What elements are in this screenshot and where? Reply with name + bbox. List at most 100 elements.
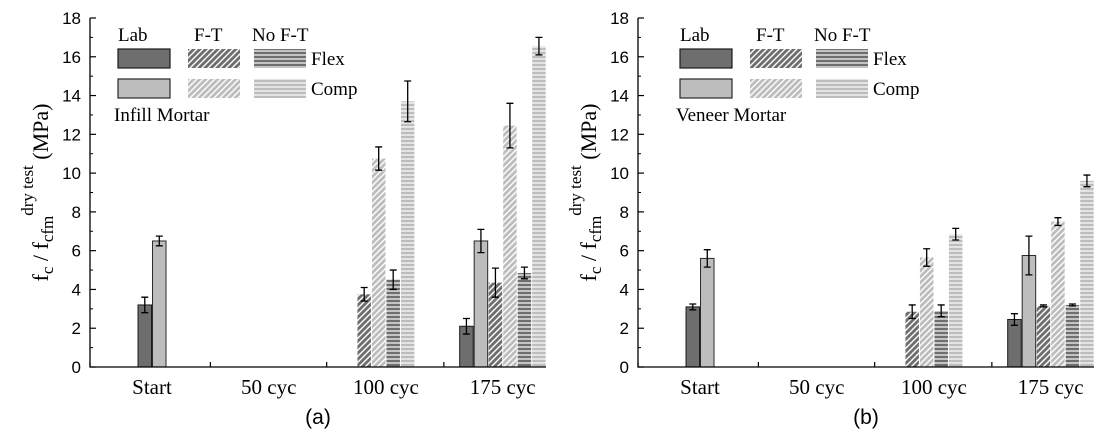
x-category-label: 100 cyc [353, 375, 419, 399]
y-tick-label: 16 [610, 48, 629, 67]
legend-swatch-diagonal-flex [188, 49, 240, 68]
legend-swatch-horizontal-comp [254, 79, 306, 98]
y-tick-label: 14 [610, 87, 629, 106]
error-bar [141, 296, 149, 314]
x-category-label: Start [132, 375, 172, 399]
error-bar [375, 146, 383, 171]
error-bar [535, 36, 543, 56]
bar-ft-flex [905, 311, 919, 367]
error-bar [908, 304, 916, 320]
error-bar [1083, 174, 1091, 188]
y-tick-label: 4 [620, 280, 629, 299]
legend-swatch-solid-comp [117, 78, 171, 99]
bar-noft-flex [934, 310, 948, 367]
error-bar [491, 267, 499, 298]
legend-title: Infill Mortar [114, 105, 210, 126]
x-category-label: 100 cyc [901, 375, 967, 399]
error-bar [520, 266, 528, 280]
y-tick-label: 10 [62, 164, 81, 183]
error-bar [1068, 303, 1076, 307]
x-category-label: 50 cyc [241, 375, 296, 399]
error-bar [689, 303, 697, 311]
bar-ft-flex [488, 282, 503, 367]
y-tick-label: 6 [72, 242, 81, 261]
y-tick-label: 12 [610, 125, 629, 144]
bar-ft-flex [357, 294, 371, 367]
error-bar [360, 286, 368, 302]
x-category-label: 175 cyc [470, 375, 536, 399]
bar-noft-comp [948, 234, 963, 367]
bar-ft-comp [1051, 221, 1065, 367]
bar-noft-comp [532, 46, 546, 367]
error-bar [1039, 304, 1047, 308]
error-bar [155, 235, 163, 247]
bar-ft-comp [371, 158, 386, 367]
y-tick-label: 2 [72, 319, 81, 338]
y-tick-label: 10 [610, 164, 629, 183]
legend-row-label: Flex [873, 49, 907, 70]
legend-swatch-solid-comp [679, 78, 733, 99]
y-axis-label: fc / fcfmdry test (MPa) [18, 103, 57, 281]
error-bar [703, 249, 711, 268]
error-bar [937, 304, 945, 318]
legend-swatch-horizontal-comp [816, 79, 868, 98]
legend-swatch-solid-flex [117, 48, 171, 69]
bar-noft-flex [1065, 304, 1080, 367]
error-bar [1010, 313, 1018, 326]
error-bar [1054, 217, 1062, 227]
bar-noft-flex [386, 279, 400, 367]
error-bar [462, 317, 470, 335]
y-tick-label: 8 [620, 203, 629, 222]
legend-header: F-T [194, 25, 223, 46]
bar-lab-flex [1007, 318, 1022, 368]
legend-header: Lab [118, 25, 148, 46]
bar-lab-flex [137, 304, 153, 368]
bar-lab-flex [685, 306, 701, 368]
legend-title: Veneer Mortar [676, 105, 787, 126]
y-tick-label: 18 [610, 9, 629, 28]
y-tick-label: 0 [72, 358, 81, 377]
legend-row-label: Comp [873, 79, 919, 100]
bar-lab-comp [152, 240, 167, 368]
x-category-label: Start [680, 375, 720, 399]
legend-header: Lab [680, 25, 710, 46]
legend-row-label: Flex [311, 49, 345, 70]
legend-header: No F-T [814, 25, 871, 46]
error-bar [477, 228, 485, 254]
x-category-label: 175 cyc [1018, 375, 1084, 399]
error-bar [1025, 235, 1033, 276]
x-category-label: 50 cyc [789, 375, 844, 399]
bar-lab-comp [700, 257, 715, 368]
legend-swatch-diagonal-comp [188, 79, 240, 98]
y-tick-label: 16 [62, 48, 81, 67]
legend-swatch-horizontal-flex [254, 49, 306, 68]
error-bar [923, 248, 931, 267]
y-tick-label: 4 [72, 280, 81, 299]
error-bar [952, 227, 960, 241]
y-tick-label: 2 [620, 319, 629, 338]
error-bar [404, 80, 412, 123]
bar-ft-comp [503, 125, 517, 367]
chart-panel-b: 0 2 4 6 8 10 12 14 16 18 Start 50 cyc 100 cyc 175 cyc… [566, 9, 1094, 429]
y-tick-label: 12 [62, 125, 81, 144]
y-tick-label: 14 [62, 87, 81, 106]
legend-header: F-T [756, 25, 785, 46]
y-axis-label: fc / fcfmdry test (MPa) [566, 103, 605, 281]
bar-noft-comp [1080, 180, 1094, 367]
panel-caption: (a) [305, 406, 331, 429]
legend-swatch-solid-flex [679, 48, 733, 69]
legend-swatch-diagonal-flex [750, 49, 802, 68]
bar-noft-comp [400, 101, 415, 367]
y-tick-label: 8 [72, 203, 81, 222]
legend-header: No F-T [252, 25, 309, 46]
chart-panel-a: 0 2 4 6 8 10 12 14 16 18 Start 50 cyc 100 cyc 175 cyc… [18, 9, 546, 429]
panel-caption: (b) [853, 406, 879, 429]
bar-lab-comp [473, 240, 489, 368]
error-bar [506, 102, 514, 149]
bar-ft-flex [1036, 305, 1051, 367]
error-bar [389, 269, 397, 291]
legend-row-label: Comp [311, 79, 357, 100]
